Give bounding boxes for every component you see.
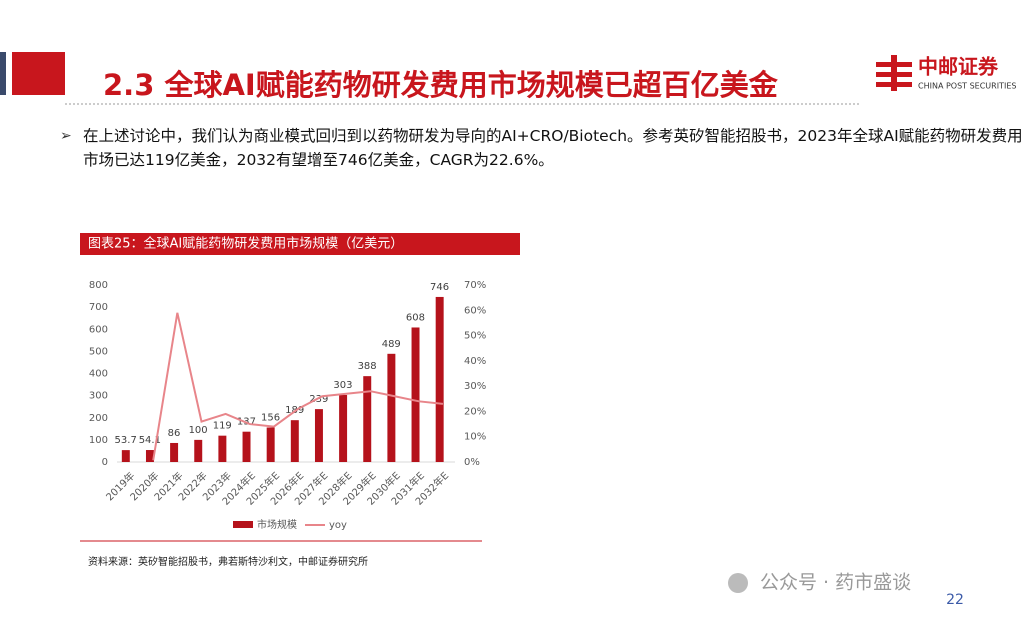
bullet-marker: ➢	[60, 128, 72, 144]
line	[152, 312, 444, 461]
source: 资料来源：英矽智能招股书，弗若斯特沙利文，中邮证券研究所	[88, 555, 368, 568]
bar	[218, 435, 227, 462]
data-label: 53.7	[115, 435, 137, 446]
bar	[314, 409, 323, 462]
bar	[121, 450, 130, 462]
data-label: 119	[213, 421, 232, 432]
legend-label: yoy	[329, 520, 347, 531]
bar	[435, 296, 444, 462]
bar	[363, 376, 372, 462]
logo-icon	[876, 55, 912, 91]
y2-tick-label: 40%	[464, 356, 486, 367]
y2-tick-label: 10%	[464, 432, 486, 443]
y-tick-label: 500	[89, 346, 108, 357]
data-label: 54.1	[139, 435, 161, 446]
logo-subtext: CHINA POST SECURITIES	[918, 82, 1016, 91]
legend-swatch	[233, 521, 253, 528]
wechat-icon	[728, 573, 748, 593]
data-label: 100	[189, 425, 208, 436]
y2-tick-label: 50%	[464, 331, 486, 342]
bar	[290, 420, 299, 462]
data-label: 608	[406, 312, 425, 323]
chart-title-bar	[80, 233, 520, 255]
y-tick-label: 400	[89, 369, 108, 380]
y2-tick-label: 30%	[464, 381, 486, 392]
bar	[411, 327, 420, 462]
y-tick-label: 100	[89, 435, 108, 446]
chart-title: 图表25：全球AI赋能药物研发费用市场规模（亿美元）	[88, 236, 403, 252]
legend-label: 市场规模	[257, 518, 297, 531]
y2-tick-label: 60%	[464, 305, 486, 316]
slide-title: 2.3 全球AI赋能药物研发费用市场规模已超百亿美金	[103, 68, 779, 102]
data-label: 239	[309, 394, 328, 405]
y2-tick-label: 20%	[464, 406, 486, 417]
data-label: 746	[430, 282, 449, 293]
page-number: 22	[946, 592, 964, 608]
data-label: 388	[358, 361, 377, 372]
bar	[266, 427, 275, 462]
watermark: 公众号 · 药市盛谈	[760, 572, 911, 594]
logo-text: 中邮证券	[918, 55, 999, 79]
data-label: 156	[261, 412, 280, 423]
data-label: 489	[382, 339, 401, 350]
data-label: 86	[168, 428, 181, 439]
bar	[145, 450, 154, 462]
y-tick-label: 0	[102, 457, 108, 468]
data-label: 303	[333, 380, 352, 391]
accent-block	[12, 52, 65, 95]
y-tick-label: 200	[89, 413, 108, 424]
y-tick-label: 300	[89, 391, 108, 402]
y-tick-label: 800	[89, 280, 108, 291]
bar	[339, 394, 348, 462]
bar	[387, 353, 396, 462]
bar	[242, 431, 251, 462]
bar	[170, 442, 179, 462]
accent-block	[0, 52, 6, 95]
y2-tick-label: 0%	[464, 457, 480, 468]
y-tick-label: 600	[89, 324, 108, 335]
y2-tick-label: 70%	[464, 280, 486, 291]
plot: 0 100 200 300 400 500 600 700 800 0% 10% 20% 30% 40% 5…	[89, 280, 486, 531]
bar	[194, 439, 203, 462]
bullet-text: 在上述讨论中，我们认为商业模式回归到以药物研发为导向的AI+CRO/Biotec…	[83, 127, 1023, 169]
y-tick-label: 700	[89, 302, 108, 313]
